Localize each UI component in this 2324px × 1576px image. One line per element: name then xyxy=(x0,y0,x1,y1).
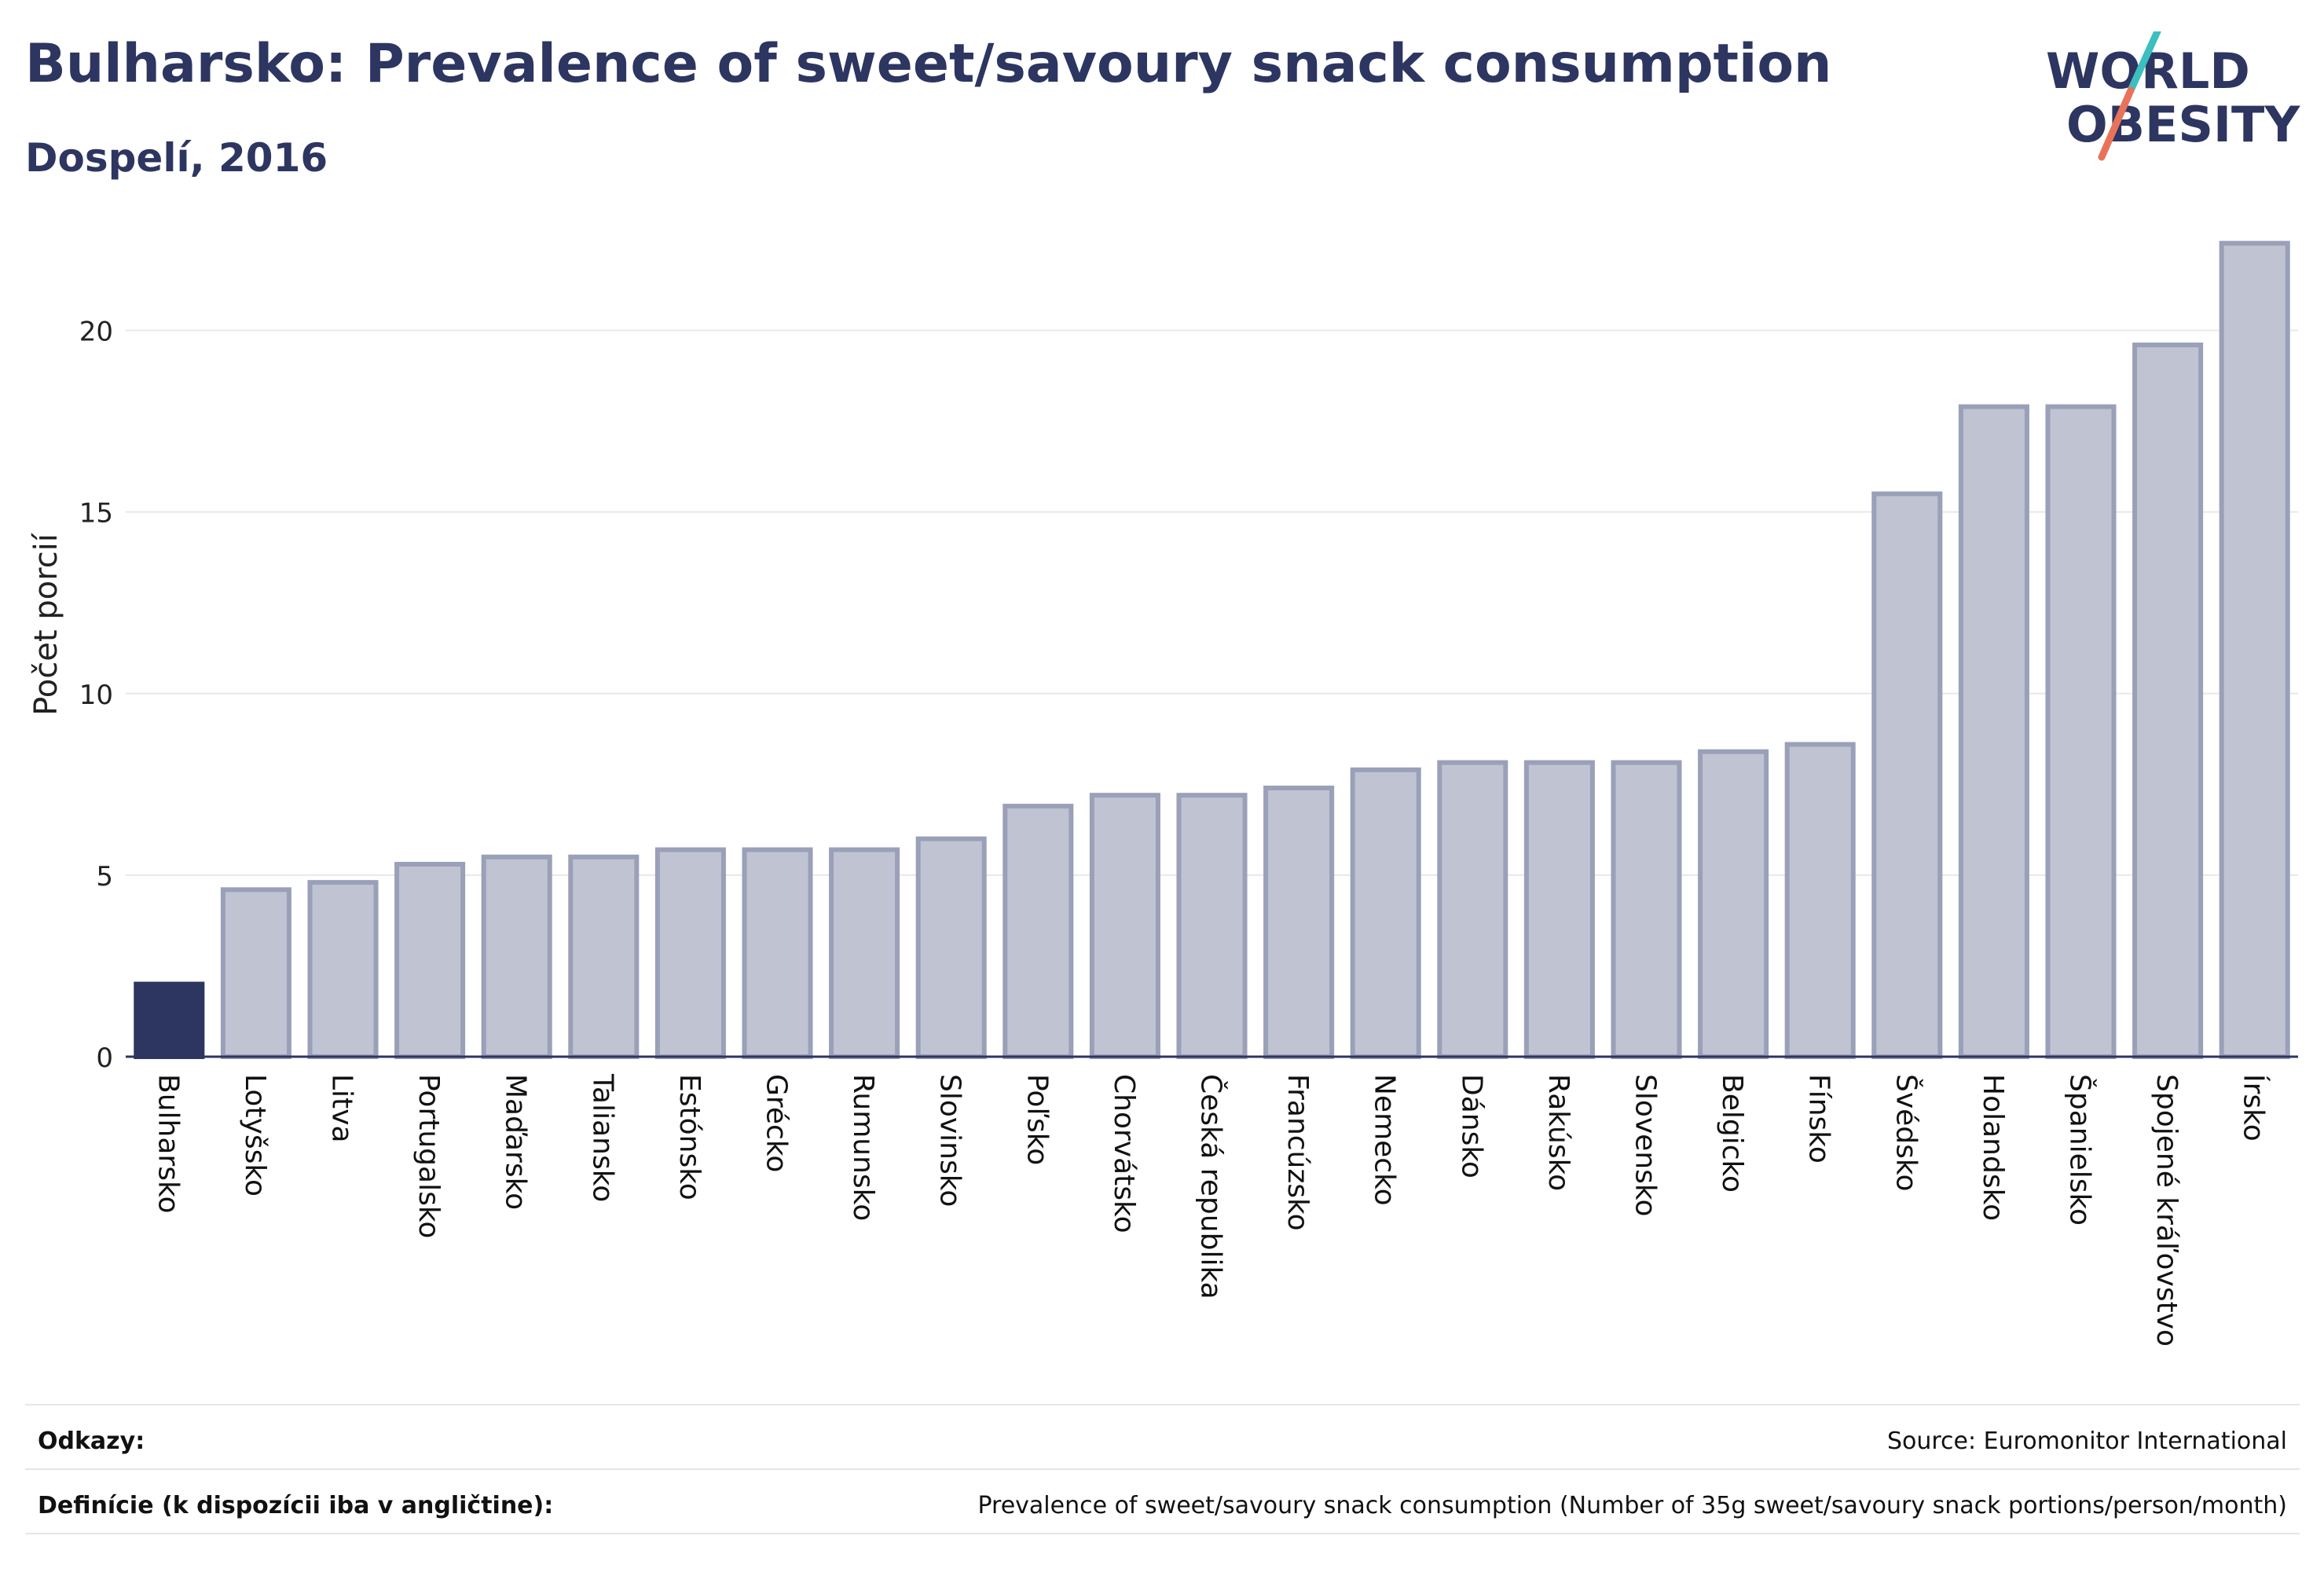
bar-16 xyxy=(1523,760,1595,1059)
x-tick-label: Írsko xyxy=(2238,1074,2271,1142)
bar-2 xyxy=(307,880,379,1059)
x-tick-label: Spojené kráľovstvo xyxy=(2150,1074,2183,1347)
x-tick-label: Španielsko xyxy=(2064,1074,2097,1226)
x-tick-label: Maďarsko xyxy=(500,1074,532,1210)
x-tick-label: Belgicko xyxy=(1716,1074,1748,1193)
chart-title: Bulharsko: Prevalence of sweet/savoury s… xyxy=(25,33,1832,95)
x-tick-label: Grécko xyxy=(761,1074,793,1172)
bar-6 xyxy=(654,847,726,1059)
bar-3 xyxy=(394,862,466,1059)
y-tick-label: 0 xyxy=(96,1043,113,1074)
bar-23 xyxy=(2132,343,2204,1059)
bar-chart: 0 5 10 15 20 Bulharsko Lotyšsko Litva Portugals… xyxy=(28,240,2298,1347)
y-tick-label: 15 xyxy=(79,498,113,530)
bar-22 xyxy=(2045,404,2117,1059)
bar-11 xyxy=(1089,793,1160,1059)
y-axis-ticks: 0 5 10 15 20 xyxy=(79,317,113,1074)
bar-13 xyxy=(1263,785,1335,1059)
x-tick-label: Slovensko xyxy=(1629,1074,1662,1217)
x-tick-label: Portugalsko xyxy=(412,1074,445,1238)
x-tick-label: Estónsko xyxy=(673,1074,706,1200)
definitions-label: Definície (k dispozícii iba v angličtine… xyxy=(38,1492,554,1519)
x-tick-label: Nemecko xyxy=(1369,1074,1401,1206)
bar-9 xyxy=(915,836,987,1059)
world-obesity-logo: WORLD OBESITY xyxy=(2046,31,2300,161)
x-tick-label: Rumunsko xyxy=(847,1074,879,1221)
bar-19 xyxy=(1784,742,1856,1059)
x-axis-labels: Bulharsko Lotyšsko Litva Portugalsko Maďarsk… xyxy=(152,1073,2270,1347)
bar-18 xyxy=(1698,749,1769,1059)
bar-17 xyxy=(1611,760,1682,1059)
footer-references-row: Odkazy: Source: Euromonitor Internationa… xyxy=(25,1404,2300,1470)
x-tick-label: Taliansko xyxy=(586,1073,618,1202)
y-tick-label: 10 xyxy=(79,680,113,711)
chart-subtitle: Dospelí, 2016 xyxy=(25,135,328,181)
definitions-value: Prevalence of sweet/savoury snack consum… xyxy=(977,1492,2287,1519)
bar-1 xyxy=(220,887,291,1060)
references-value: Source: Euromonitor International xyxy=(1886,1428,2287,1455)
x-tick-label: Švédsko xyxy=(1890,1074,1923,1192)
x-tick-label: Dánsko xyxy=(1455,1074,1487,1178)
x-tick-label: Fínsko xyxy=(1803,1074,1835,1164)
bars xyxy=(134,240,2290,1060)
footer-definitions-row: Definície (k dispozícii iba v angličtine… xyxy=(25,1468,2300,1534)
x-tick-label: Rakúsko xyxy=(1542,1074,1574,1191)
bar-12 xyxy=(1176,793,1248,1059)
x-tick-label: Francúzsko xyxy=(1281,1074,1314,1231)
bar-7 xyxy=(742,847,813,1059)
bar-8 xyxy=(829,847,900,1059)
bar-15 xyxy=(1437,760,1508,1059)
x-tick-label: Holandsko xyxy=(1977,1074,2009,1221)
bar-4 xyxy=(481,854,552,1060)
y-tick-label: 20 xyxy=(79,317,113,348)
y-tick-label: 5 xyxy=(96,861,113,892)
x-tick-label: Chorvátsko xyxy=(1108,1074,1140,1233)
bar-21 xyxy=(1958,404,2029,1059)
logo-slash-bottom xyxy=(2098,86,2135,161)
bar-14 xyxy=(1350,767,1421,1059)
bar-20 xyxy=(1871,491,1943,1059)
y-axis-label: Počet porcií xyxy=(28,532,64,716)
bar-10 xyxy=(1003,804,1074,1059)
bar-24 xyxy=(2219,240,2290,1060)
x-tick-label: Česká republika xyxy=(1195,1074,1228,1299)
x-tick-label: Litva xyxy=(326,1074,358,1143)
x-tick-label: Slovinsko xyxy=(934,1074,966,1207)
references-label: Odkazy: xyxy=(38,1428,145,1455)
logo-slash-top xyxy=(2127,31,2161,94)
bar-0 xyxy=(134,981,205,1059)
x-tick-label: Bulharsko xyxy=(152,1074,184,1214)
x-tick-label: Poľsko xyxy=(1021,1074,1053,1165)
footer-divider xyxy=(25,1533,2300,1534)
x-tick-label: Lotyšsko xyxy=(239,1074,271,1197)
bar-5 xyxy=(568,854,640,1060)
